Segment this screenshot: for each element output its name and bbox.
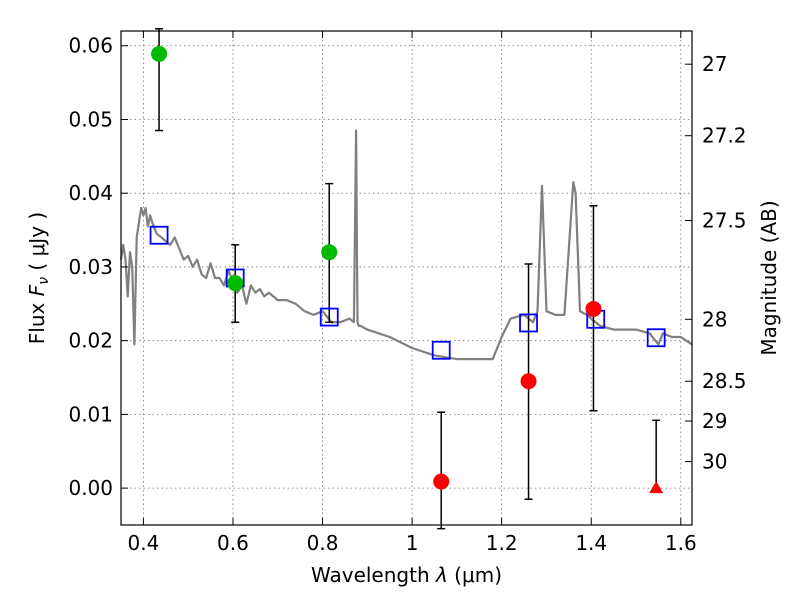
nondetection-point (585, 300, 602, 317)
x-tick-label: 0.8 (307, 531, 339, 555)
observed-points (151, 45, 664, 494)
y-tick-label: 0.06 (68, 34, 113, 58)
x-tick-label: 1 (406, 531, 419, 555)
y-tick-label: 0.04 (68, 181, 113, 205)
y-tick-label: 0.05 (68, 107, 113, 131)
model-photometry-square (431, 340, 451, 360)
magnitude-tick-label: 28.5 (702, 369, 747, 393)
y-axis-label-units: ( μJy ) (25, 212, 49, 277)
detection-point (321, 244, 338, 261)
y-axis-label-symbol-sub: ν (36, 277, 52, 285)
y-axis-label-symbol: F (25, 284, 49, 296)
magnitude-tick-label: 30 (702, 450, 727, 474)
grid-lines (121, 31, 692, 525)
magnitude-tick-label: 27.5 (702, 208, 747, 232)
y-tick-label: 0.00 (68, 476, 113, 500)
detection-point (151, 45, 168, 62)
template-spectrum-line (119, 129, 693, 361)
detection-point (227, 275, 244, 292)
x-tick-label: 0.6 (217, 531, 249, 555)
magnitude-tick-label: 27 (702, 52, 727, 76)
x-axis-label-symbol: λ (435, 563, 448, 587)
x-tick-label: 1.4 (575, 531, 607, 555)
magnitude-axis-label: Magnitude (AB) (757, 200, 781, 355)
magnitude-tick-label: 27.2 (702, 124, 747, 148)
y-axis-label-prefix: Flux (25, 296, 49, 344)
x-axis-label: Wavelength λ (μm) (311, 563, 502, 587)
upper-limit-triangle (649, 481, 664, 494)
template-spectrum (119, 129, 693, 361)
x-tick-label: 0.4 (127, 531, 159, 555)
y-tick-label: 0.03 (68, 255, 113, 279)
x-tick-label: 1.2 (486, 531, 518, 555)
nondetection-point (433, 473, 450, 490)
model-points (149, 225, 666, 360)
y-tick-label: 0.02 (68, 329, 113, 353)
model-photometry-square (149, 225, 169, 245)
magnitude-tick-label: 28 (702, 307, 727, 331)
y-tick-label: 0.01 (68, 402, 113, 426)
model-photometry-square (319, 307, 339, 327)
x-axis-label-prefix: Wavelength (311, 563, 436, 587)
nondetection-point (520, 373, 537, 390)
model-photometry-square (519, 313, 538, 333)
y-axis-label: Flux Fν ( μJy ) (25, 212, 52, 344)
plot-frame (120, 30, 693, 526)
magnitude-tick-label: 29 (702, 409, 727, 433)
x-tick-label: 1.6 (665, 531, 697, 555)
model-photometry-square (646, 328, 666, 348)
axis-ticks: 0.4 0.6 0.8 1 1.2 1.4 1.6 0.00 0.01 0.02 0.03 0.04 0… (68, 31, 747, 555)
x-axis-label-units: (μm) (448, 563, 502, 587)
